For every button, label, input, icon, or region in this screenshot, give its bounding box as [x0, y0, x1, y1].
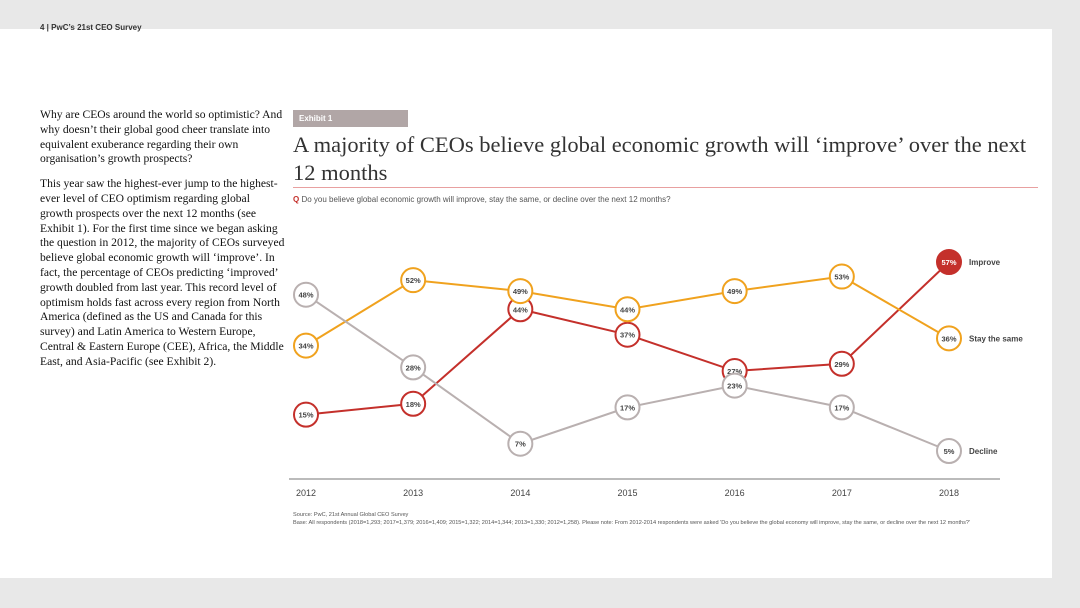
data-point: [293, 401, 319, 428]
x-tick-label: 2015: [617, 488, 637, 498]
data-label: 48%: [298, 291, 313, 300]
data-point: [828, 263, 855, 290]
survey-question: Q Do you believe global economic growth …: [293, 195, 1038, 204]
paragraph-2: This year saw the highest-ever jump to t…: [40, 177, 285, 368]
data-point: [507, 430, 534, 457]
data-label: 44%: [620, 305, 635, 314]
data-label: 7%: [515, 440, 526, 449]
data-label: 15%: [298, 411, 313, 420]
data-point: [614, 394, 641, 421]
data-label: 28%: [406, 363, 421, 372]
data-point: [293, 281, 319, 308]
data-point: [507, 278, 534, 305]
data-label: 17%: [834, 403, 849, 412]
data-point: [614, 296, 641, 323]
x-tick-label: 2012: [296, 488, 316, 498]
data-point: [936, 438, 962, 464]
data-label: 29%: [834, 360, 849, 369]
data-point: [400, 354, 427, 381]
data-point: [400, 390, 427, 417]
legend-label: Stay the same: [969, 334, 1023, 343]
exhibit-tag: Exhibit 1: [293, 110, 408, 127]
data-label: 37%: [620, 331, 635, 340]
data-point: [828, 350, 855, 377]
data-point: [828, 394, 855, 421]
data-label: 5%: [944, 447, 955, 456]
base-note: Base: All respondents (2018=1,293; 2017=…: [293, 520, 971, 526]
data-label: 52%: [406, 276, 421, 285]
data-point: [614, 321, 641, 348]
question-prefix: Q: [293, 195, 300, 204]
data-label: 49%: [513, 287, 528, 296]
data-point: [721, 278, 748, 305]
question-text: Do you believe global economic growth wi…: [301, 195, 671, 204]
data-point: [936, 249, 962, 275]
legend-label: Decline: [969, 447, 998, 456]
x-tick-label: 2017: [832, 488, 852, 498]
body-text: Why are CEOs around the world so optimis…: [40, 108, 285, 380]
source-note: Source: PwC, 21st Annual Global CEO Surv…: [293, 512, 409, 518]
data-label: 18%: [406, 400, 421, 409]
legend-label: Improve: [969, 258, 1001, 267]
x-tick-label: 2014: [510, 488, 530, 498]
data-point: [400, 267, 427, 294]
data-point: [293, 332, 319, 359]
chart-title: A majority of CEOs believe global econom…: [293, 132, 1027, 185]
data-label: 36%: [941, 334, 956, 343]
data-label: 23%: [727, 382, 742, 391]
data-point: [936, 325, 962, 352]
x-tick-label: 2016: [725, 488, 745, 498]
data-label: 17%: [620, 403, 635, 412]
data-label: 57%: [941, 258, 956, 267]
data-label: 53%: [834, 273, 849, 282]
data-label: 34%: [298, 342, 313, 351]
x-tick-label: 2013: [403, 488, 423, 498]
title-rule: [293, 187, 1038, 188]
paragraph-1: Why are CEOs around the world so optimis…: [40, 108, 283, 166]
x-tick-label: 2018: [939, 488, 959, 498]
data-label: 44%: [513, 305, 528, 314]
data-point: [721, 372, 748, 399]
data-label: 49%: [727, 287, 742, 296]
data-label: 27%: [727, 367, 742, 376]
page-header: 4 | PwC’s 21st CEO Survey: [40, 23, 142, 32]
